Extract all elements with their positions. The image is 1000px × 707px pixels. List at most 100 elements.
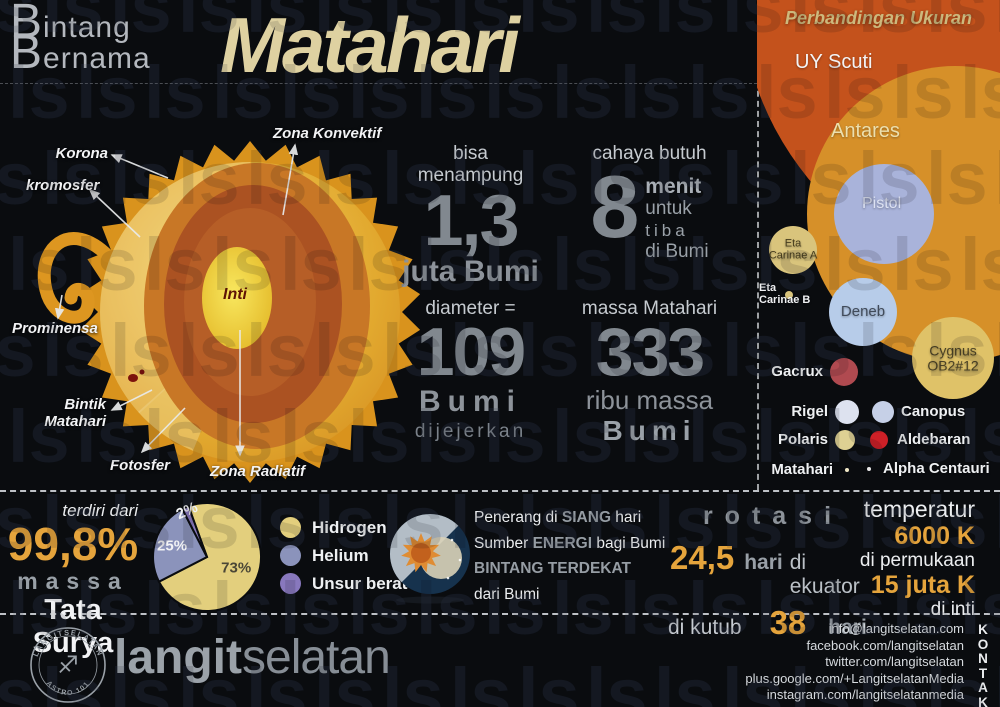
sagittarius-icon: ♐ xyxy=(57,651,79,679)
stat-diameter: diameter = 109 Bumi dijejerkan xyxy=(398,298,543,443)
watermark-glyph: ls xyxy=(688,51,750,134)
stat-light-value: 8 xyxy=(590,157,639,256)
legend-row: Unsur berat xyxy=(280,573,407,594)
star-label: Antares xyxy=(831,120,900,142)
watermark-glyph: ls xyxy=(994,486,1000,560)
watermark-glyph: ls xyxy=(654,653,716,707)
langitselatan-wordmark: langitselatan xyxy=(114,631,391,684)
watermark-glyph: ls xyxy=(518,653,580,707)
watermark-glyph: ls xyxy=(450,653,512,707)
pie-value-label: 73% xyxy=(221,559,252,577)
stars-layer: UY Scuti Antares Pistol Eta Carinae A Eta Ca… xyxy=(757,0,1000,490)
solar-share-massa: massa xyxy=(17,567,129,594)
solar-share-tata-surya: Tata Surya xyxy=(32,594,114,659)
langitselatan-stamp-logo: LANGITSELATAN ASTRO 101 ♐ xyxy=(30,627,106,703)
star-alpha-centauri xyxy=(867,467,871,471)
pie-slice-hidrogen xyxy=(157,502,263,613)
watermark-glyph: ls xyxy=(620,51,682,134)
temperature-core-loc: di inti xyxy=(930,599,975,621)
label-zona-radiatif: Zona Radiatif xyxy=(210,463,306,480)
wordmark-light: selatan xyxy=(242,631,391,684)
star-label: Aldebaran xyxy=(897,431,971,448)
stat-mass-label: massa Matahari xyxy=(581,298,718,319)
stat-mass-value: 333 xyxy=(595,314,705,390)
star-label: Alpha Centauri xyxy=(883,460,990,477)
contact-list: info@langitselatan.com facebook.com/langi… xyxy=(745,621,964,704)
star-dot xyxy=(450,538,454,542)
star-pistol xyxy=(834,164,934,264)
label-inti: Inti xyxy=(223,286,247,303)
label-kromosfer: kromosfer xyxy=(26,177,100,194)
watermark-glyph: ls xyxy=(654,0,716,48)
pie-legend: Hidrogen Helium Unsur berat xyxy=(280,517,407,601)
rotation-pole-value: 38 xyxy=(769,604,807,641)
watermark-glyph: ls xyxy=(552,51,614,134)
rotation-block: rotasi 24,5 hari di ekuator di kutub 38 … xyxy=(656,502,880,642)
watermark-glyph: ls xyxy=(586,0,648,48)
star-canopus xyxy=(872,401,894,423)
watermark-glyph: ls xyxy=(450,653,512,707)
contact-link[interactable]: info@langitselatan.com xyxy=(828,621,964,636)
rotation-equator-loc: di ekuator xyxy=(789,551,860,598)
kontak-letter: K xyxy=(978,622,988,637)
stat-mass-unit1: ribu massa xyxy=(585,384,714,415)
stat-mass: massa Matahari 333 ribu massa Bumi xyxy=(572,298,727,447)
watermark-glyph: ls xyxy=(586,653,648,707)
stat-light-unit4: di Bumi xyxy=(645,241,709,262)
page-title: Bintang Bernama xyxy=(10,0,151,79)
watermark-glyph: ls xyxy=(586,0,648,48)
watermark-glyph: ls xyxy=(518,0,580,48)
size-comparison-title: Perbandingan Ukuran xyxy=(784,8,973,28)
watermark-glyph: ls xyxy=(994,658,1000,707)
svg-text:ASTRO 101: ASTRO 101 xyxy=(45,680,92,697)
star-label: Canopus xyxy=(901,403,966,420)
contact-link[interactable]: plus.google.com/+LangitselatanMedia xyxy=(745,670,964,686)
star-deneb xyxy=(829,278,897,346)
label-prominensa: Prominensa xyxy=(12,320,98,337)
stat-diameter-sub: dijejerkan xyxy=(414,420,527,442)
contact-link[interactable]: instagram.com/langitselatanmedia xyxy=(766,687,964,702)
fact-line: dari Bumi xyxy=(474,585,540,603)
pie-value-label: 25% xyxy=(157,537,188,555)
watermark-glyph: ls xyxy=(518,0,580,48)
fact-line: BINTANG TERDEKAT xyxy=(474,560,631,577)
temperature-surface-loc: di permukaan xyxy=(859,550,975,572)
solar-share-intro: terdiri dari xyxy=(62,501,138,520)
rotation-equator-unit: hari xyxy=(744,551,783,574)
star-label: Eta Carinae A xyxy=(768,237,818,261)
star-eta-carinae-b xyxy=(785,291,793,299)
legend-label: Unsur berat xyxy=(312,573,408,593)
solar-share-value: 99,8% xyxy=(7,518,139,570)
panel-dashed-divider xyxy=(757,0,759,490)
contact-link[interactable]: facebook.com/langitselatan xyxy=(806,637,964,653)
title-line2: Bernama xyxy=(10,26,151,79)
stat-capacity: bisa menampung 1,3 juta Bumi xyxy=(398,143,543,289)
star-aldebaran xyxy=(870,431,888,449)
sunspot xyxy=(139,369,145,375)
legend-label: Hidrogen xyxy=(312,517,387,537)
fact-line: Penerang di SIANG hari xyxy=(474,509,642,526)
rotation-pole-unit: hari xyxy=(828,616,867,639)
star-label: Rigel xyxy=(791,403,828,420)
watermark-glyph: ls xyxy=(586,653,648,707)
size-comparison-panel: UY Scuti Antares Pistol Eta Carinae A Eta Ca… xyxy=(757,0,1000,490)
label-zona-konvektif: Zona Konvektif xyxy=(273,125,382,142)
star-dot xyxy=(446,576,450,580)
star-dot xyxy=(458,558,462,562)
stat-diameter-label: diameter = xyxy=(425,298,516,319)
contact-link[interactable]: twitter.com/langitselatan xyxy=(825,654,964,669)
star-label: Eta Carinae B xyxy=(759,282,811,306)
kontak-letter: T xyxy=(978,665,988,681)
stat-diameter-value: 109 xyxy=(416,314,526,390)
solar-share-block: terdiri dari 99,8% massa Tata Surya xyxy=(6,501,140,659)
watermark-glyph: ls xyxy=(654,0,716,48)
temperature-block: temperatur 6000 K di permukaan 15 juta K… xyxy=(850,496,975,621)
star-eta-carinae-a xyxy=(769,226,817,274)
sun-icon-center xyxy=(411,543,431,563)
composition-pie-chart: 73% 25% 2% xyxy=(150,499,264,614)
stat-capacity-unit: juta Bumi xyxy=(402,255,539,289)
core xyxy=(202,247,272,349)
rotation-pole-loc: di kutub xyxy=(668,616,742,639)
star-label: Matahari xyxy=(771,461,833,478)
legend-swatch xyxy=(280,573,301,594)
